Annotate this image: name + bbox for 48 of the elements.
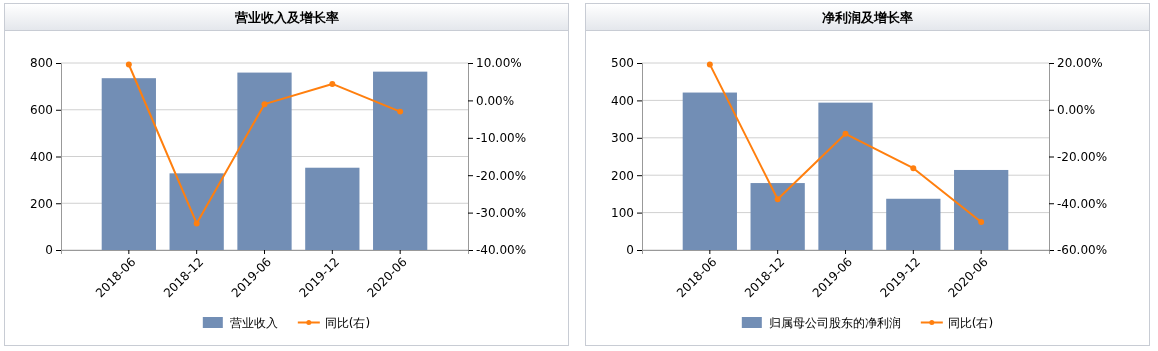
point	[706, 61, 713, 68]
y2-tick-label: -40.00%	[476, 243, 527, 258]
point	[329, 80, 336, 87]
legend-label: 营业收入	[229, 316, 278, 330]
chart-title: 净利润及增长率	[822, 10, 913, 25]
y2-tick-label: -40.00%	[1057, 196, 1108, 211]
bar	[818, 102, 873, 250]
y-tick-label: 200	[30, 196, 53, 211]
point	[397, 108, 404, 115]
y2-tick-label: -30.00%	[476, 205, 527, 220]
y2-tick-label: -60.00%	[1057, 243, 1108, 258]
chart-title: 营业收入及增长率	[233, 10, 339, 25]
point	[125, 61, 132, 68]
legend-label: 同比(右)	[324, 316, 371, 330]
legend-label: 归属母公司股东的净利润	[768, 316, 901, 330]
y-tick-label: 100	[611, 205, 634, 220]
bar	[954, 169, 1009, 250]
point	[261, 101, 268, 108]
y-tick-label: 0	[45, 243, 53, 258]
bar	[373, 71, 428, 250]
bar	[886, 198, 941, 250]
y-tick-label: 600	[30, 103, 53, 118]
y2-tick-label: -20.00%	[1057, 149, 1108, 164]
y2-tick-label: 20.00%	[1057, 56, 1103, 71]
point	[978, 218, 985, 225]
point	[774, 196, 781, 203]
y-tick-label: 400	[30, 149, 53, 164]
y2-tick-label: -10.00%	[476, 131, 527, 146]
y-tick-label: 800	[30, 56, 53, 71]
y2-tick-label: 0.00%	[1057, 103, 1096, 118]
y-tick-label: 200	[611, 168, 634, 183]
point	[193, 220, 200, 227]
y-tick-label: 500	[611, 56, 634, 71]
y-tick-label: 0	[626, 243, 634, 258]
bar	[682, 92, 737, 250]
y-tick-label: 300	[611, 131, 634, 146]
legend-label: 同比(右)	[947, 316, 994, 330]
y2-tick-label: -20.00%	[476, 168, 527, 183]
bar	[750, 183, 805, 250]
bar	[237, 72, 292, 250]
bar	[169, 173, 224, 250]
bar	[101, 78, 156, 250]
y2-tick-label: 0.00%	[476, 93, 515, 108]
y2-tick-label: 10.00%	[476, 56, 522, 71]
y-tick-label: 400	[611, 93, 634, 108]
bar	[305, 167, 360, 250]
point	[842, 130, 849, 137]
point	[910, 165, 917, 172]
